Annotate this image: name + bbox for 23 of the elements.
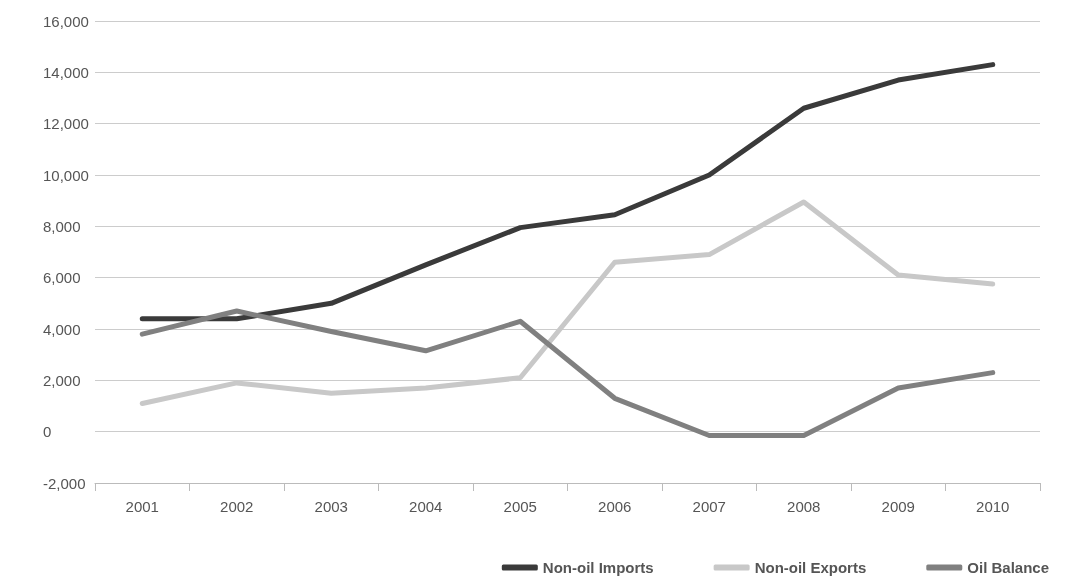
x-tick-label: 2009 [881,498,915,515]
y-tick-label: -2,000 [43,474,86,492]
x-tick-label: 2006 [598,498,632,515]
y-tick-label: 8,000 [43,217,81,235]
x-tick-label: 2002 [220,498,254,515]
y-tick-label: 14,000 [43,63,89,81]
x-tick-label: 2004 [409,498,443,515]
x-tick-label: 2001 [125,498,159,515]
legend-label: Non-oil Exports [754,559,867,576]
y-tick-label: 2,000 [43,371,81,389]
x-tick-label: 2005 [503,498,537,515]
legend-label: Oil Balance [967,559,1049,576]
y-tick-label: 10,000 [43,166,89,184]
x-tick-label: 2007 [692,498,726,515]
x-tick-label: 2008 [787,498,821,515]
y-tick-label: 4,000 [43,320,81,338]
x-tick-label: 2010 [976,498,1010,515]
y-tick-label: 12,000 [43,115,89,133]
legend-label: Non-oil Imports [542,559,654,576]
y-tick-label: 6,000 [43,269,81,287]
y-tick-label: 0 [43,423,52,441]
x-tick-label: 2003 [314,498,348,515]
y-tick-label: 16,000 [43,12,89,30]
